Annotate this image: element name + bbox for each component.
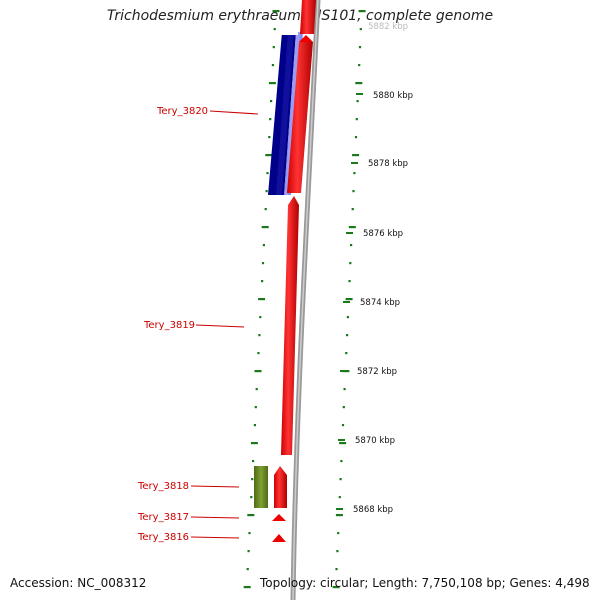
inner-ring-dot	[250, 496, 253, 499]
outer-ring-dot	[352, 154, 360, 157]
inner-ring-dot	[258, 298, 266, 301]
outer-ring-dot	[356, 100, 359, 103]
inner-ring-dot	[261, 226, 269, 229]
inner-ring-dot	[272, 46, 275, 49]
scale-ticks: 5880 kbp 5878 kbp 5876 kbp 5874 kbp 5872…	[336, 91, 413, 515]
inner-ring-dot	[253, 424, 256, 427]
inner-ring-dot	[247, 514, 255, 517]
leader-line-tery-3818	[190, 485, 240, 488]
inner-ring-dot	[269, 118, 272, 121]
inner-ring-dot	[247, 550, 250, 553]
inner-ring-dot	[268, 136, 271, 139]
outer-ring-dot	[355, 118, 358, 121]
leader-line-tery-3816	[190, 536, 240, 539]
leader-line-tery-3819	[195, 324, 245, 328]
topology-label: Topology: circular; Length: 7,750,108 bp…	[260, 576, 590, 590]
outer-ring-dot	[341, 424, 345, 427]
outer-ring-dot	[348, 280, 351, 283]
outer-ring-dot	[345, 352, 348, 355]
outer-ring-dot	[335, 568, 338, 571]
inner-ring-dot	[254, 406, 257, 409]
outer-ring-dot	[350, 244, 353, 247]
gene-tery-3819-arrow[interactable]	[281, 196, 299, 455]
outer-ring-dot	[332, 586, 340, 589]
gene-red-3818-arrow[interactable]	[274, 466, 287, 508]
outer-ring-dot	[353, 172, 356, 175]
scale-tick-label-5876: 5876 kbp	[363, 229, 403, 239]
outer-ring-dot	[349, 262, 352, 265]
outer-ring-dot	[342, 406, 345, 409]
gene-label-tery-3819[interactable]: Tery_3819	[143, 320, 195, 331]
outer-ring-dot	[358, 10, 366, 13]
inner-ring-dot	[246, 568, 249, 571]
leader-line-tery-3817	[190, 516, 240, 519]
inner-ring-dot	[259, 316, 262, 319]
inner-ring-dot	[261, 280, 264, 283]
gene-label-tery-3820[interactable]: Tery_3820	[156, 106, 208, 117]
inner-ring-dot	[261, 262, 265, 265]
scale-tick-label-5878: 5878 kbp	[368, 159, 408, 169]
gene-red-top[interactable]	[287, 0, 316, 193]
outer-ring-dot	[346, 334, 349, 337]
inner-ring-dot	[273, 28, 276, 31]
gene-tery-3818-block[interactable]	[254, 466, 268, 508]
inner-ring-dot	[252, 460, 255, 463]
inner-ring-dot	[264, 208, 267, 211]
gene-tery-3817-arrow[interactable]	[272, 514, 286, 521]
scale-tick-label-5872: 5872 kbp	[357, 367, 397, 377]
inner-ring-dot	[248, 532, 251, 535]
inner-ring-dot	[265, 190, 268, 193]
gene-label-tery-3817[interactable]: Tery_3817	[137, 512, 189, 523]
accession-label: Accession: NC_008312	[10, 576, 147, 590]
inner-ring-dot	[258, 334, 261, 337]
outer-ring-dot	[338, 496, 341, 499]
scale-tick-label-5870: 5870 kbp	[355, 436, 395, 446]
faint-top-tick-label: 5882 kbp	[368, 22, 408, 32]
scale-tick-label-5868: 5868 kbp	[353, 505, 393, 515]
gene-label-tery-3816[interactable]: Tery_3816	[137, 532, 189, 543]
scale-tick-label-5874: 5874 kbp	[360, 298, 400, 308]
inner-ring-dot	[255, 388, 258, 391]
inner-ring-dot	[265, 154, 273, 157]
outer-ring-dot	[351, 208, 354, 211]
scale-tick-label-5880: 5880 kbp	[373, 91, 413, 101]
gene-labels: Tery_3820 Tery_3819 Tery_3818 Tery_3817 …	[137, 106, 259, 543]
outer-ring-dot	[358, 46, 362, 49]
outer-ring-dot	[340, 460, 343, 463]
inner-ring-dot	[272, 10, 280, 13]
gene-label-tery-3818[interactable]: Tery_3818	[137, 481, 189, 492]
inner-ring-dot	[257, 352, 260, 355]
outer-ring-dot	[335, 514, 343, 517]
outer-ring-dot	[352, 190, 355, 193]
outer-ring-dot	[339, 442, 347, 445]
outer-ring-dot	[354, 136, 358, 139]
outer-ring-dot	[339, 478, 342, 481]
inner-ring-dot	[270, 100, 273, 103]
genome-backbone-highlight	[292, 0, 319, 600]
inner-ring-dot	[254, 370, 262, 373]
map-title: Trichodesmium erythraeum IMS101, complet…	[106, 8, 494, 24]
outer-ring-dot	[337, 532, 340, 535]
leader-line-tery-3820	[209, 110, 259, 115]
inner-ring-dot	[262, 244, 265, 247]
outer-ring-dot	[343, 388, 346, 391]
outer-ring-dot	[346, 316, 349, 319]
inner-ring-dot	[243, 586, 251, 589]
inner-dotted-ring	[243, 10, 280, 589]
outer-ring-dot	[345, 298, 353, 301]
outer-ring-dot	[355, 82, 363, 85]
outer-ring-dot	[348, 226, 356, 229]
inner-ring-dot	[251, 478, 254, 481]
gene-tery-3816-arrow[interactable]	[272, 534, 286, 542]
outer-ring-dot	[359, 28, 362, 31]
outer-ring-dot	[336, 550, 339, 553]
inner-ring-dot	[250, 442, 258, 445]
outer-ring-dot	[358, 64, 361, 67]
inner-ring-dot	[271, 64, 274, 67]
inner-ring-dot	[268, 82, 276, 85]
inner-ring-dot	[266, 172, 269, 175]
